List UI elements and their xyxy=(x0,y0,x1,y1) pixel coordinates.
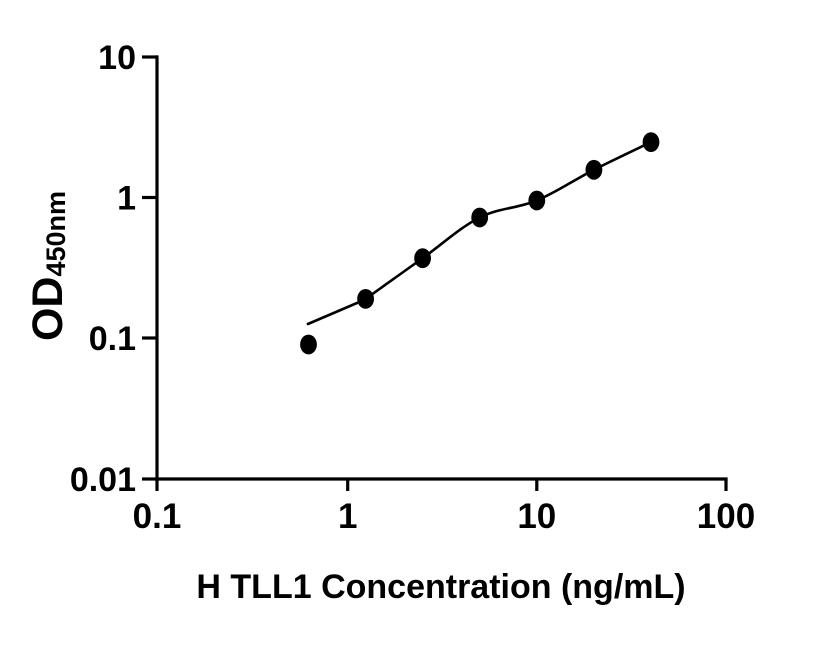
svg-text:100: 100 xyxy=(697,497,755,536)
svg-text:1: 1 xyxy=(338,497,357,536)
svg-text:OD450nm: OD450nm xyxy=(24,191,72,341)
svg-text:H TLL1 Concentration (ng/mL): H TLL1 Concentration (ng/mL) xyxy=(196,568,685,606)
svg-text:0.01: 0.01 xyxy=(70,461,136,499)
svg-text:0.1: 0.1 xyxy=(89,320,136,358)
svg-text:1: 1 xyxy=(117,180,136,218)
svg-text:10: 10 xyxy=(517,497,556,536)
svg-text:0.1: 0.1 xyxy=(133,497,182,536)
svg-text:10: 10 xyxy=(98,39,136,77)
